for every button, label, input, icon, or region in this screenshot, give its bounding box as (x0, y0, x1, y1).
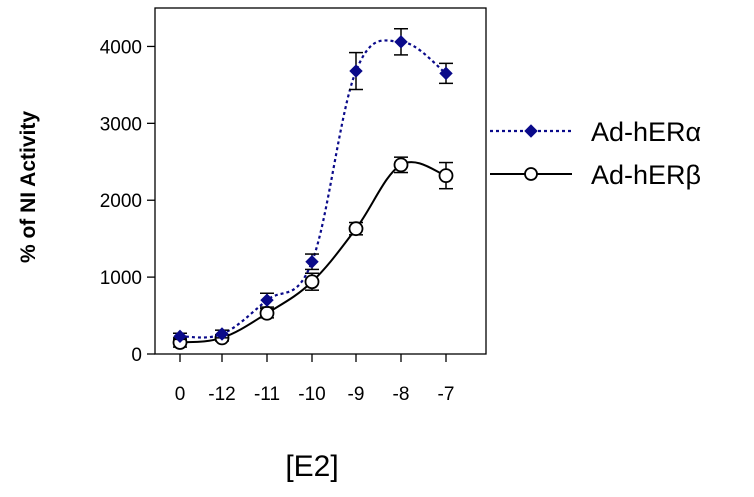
data-point (439, 66, 453, 81)
legend: Ad-hERα Ad-hERβ (490, 117, 701, 190)
data-point (438, 168, 454, 184)
x-tick-label: -12 (208, 384, 235, 405)
data-point (349, 64, 363, 78)
x-tick-label: -7 (438, 384, 455, 405)
y-axis: 0 1000 2000 3000 4000 (100, 37, 155, 366)
x-tick-label: -11 (254, 384, 280, 405)
data-point (304, 274, 320, 290)
series-ad-her-alpha (173, 28, 453, 344)
y-tick-label: 0 (131, 345, 142, 366)
data-point (173, 329, 187, 344)
legend-swatch-marker (524, 124, 538, 138)
legend-swatch-marker (524, 167, 538, 181)
y-tick-label: 2000 (100, 191, 142, 212)
x-tick-label: -9 (348, 384, 365, 405)
data-point (348, 221, 364, 237)
data-point (215, 327, 229, 341)
legend-item: Ad-hERβ (490, 160, 701, 190)
plot-frame (154, 7, 487, 355)
series-layer (172, 28, 454, 350)
x-axis: 0 -12 -11 -10 -9 -8 -7 (175, 354, 455, 405)
legend-label: Ad-hERα (591, 117, 701, 147)
x-axis-title: [E2] (285, 450, 338, 483)
legend-item: Ad-hERα (490, 117, 701, 147)
series-line (179, 161, 447, 344)
series-ad-her-beta (172, 156, 454, 350)
y-tick-label: 1000 (100, 268, 142, 289)
legend-label: Ad-hERβ (591, 160, 701, 190)
data-point (305, 255, 319, 269)
y-axis-title: % of NI Activity (17, 111, 40, 263)
y-tick-label: 3000 (100, 114, 142, 135)
data-point (394, 35, 408, 49)
x-tick-label: 0 (175, 384, 186, 405)
x-tick-label: -10 (298, 384, 325, 405)
x-tick-label: -8 (393, 384, 410, 405)
y-tick-label: 4000 (100, 37, 142, 58)
data-point (260, 293, 274, 307)
series-line (179, 39, 447, 339)
data-point (259, 305, 275, 321)
data-point (393, 157, 409, 173)
